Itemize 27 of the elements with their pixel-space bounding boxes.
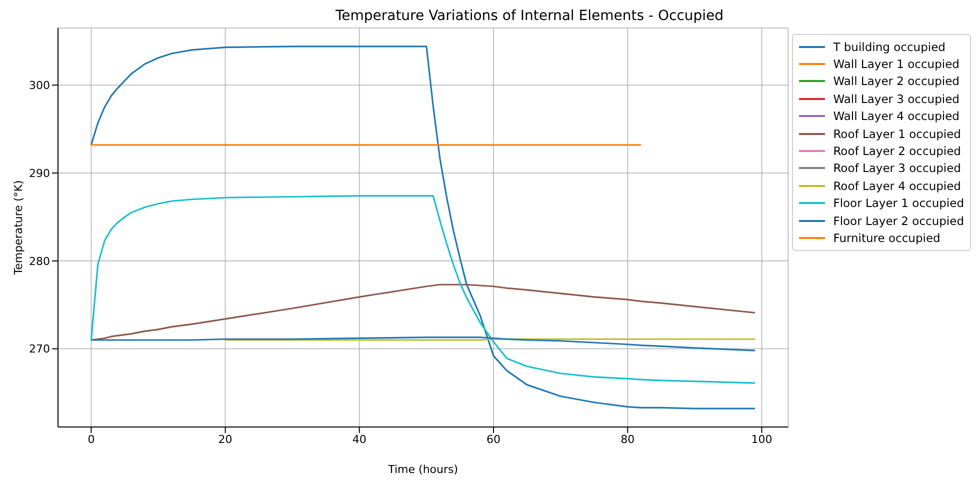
legend-label: Wall Layer 4 occupied: [833, 109, 960, 124]
legend-label: Wall Layer 2 occupied: [833, 74, 960, 88]
legend-label: Wall Layer 3 occupied: [833, 92, 960, 106]
x-tick-label: 60: [486, 432, 501, 446]
chart-title: Temperature Variations of Internal Elements - Occupied: [334, 8, 725, 24]
x-tick-label: 0: [88, 432, 95, 446]
line-series: [90, 46, 756, 410]
y-tick-label: 280: [29, 254, 50, 268]
legend-label: T building occupied: [833, 40, 946, 54]
x-axis-title: Time (hours): [387, 463, 458, 476]
line-series: [90, 195, 756, 384]
legend-label: Roof Layer 3 occupied: [833, 161, 961, 176]
legend-label: Roof Layer 1 occupied: [833, 126, 961, 141]
x-tick-label: 80: [620, 432, 635, 446]
legend-label: Furniture occupied: [833, 230, 940, 245]
x-tick-label: 100: [751, 432, 772, 446]
y-tick-label: 270: [29, 342, 50, 356]
legend-label: Floor Layer 1 occupied: [833, 196, 964, 210]
x-tick-label: 20: [218, 432, 232, 446]
legend-label: Floor Layer 2 occupied: [833, 214, 964, 228]
legend-label: Wall Layer 1 occupied: [833, 57, 960, 72]
legend-label: Roof Layer 2 occupied: [833, 144, 961, 158]
y-tick-label: 300: [29, 79, 50, 92]
y-tick-label: 290: [29, 166, 50, 180]
legend-label: Roof Layer 4 occupied: [833, 178, 961, 193]
y-axis-title: Temperature (°K): [12, 180, 25, 276]
x-tick-label: 40: [352, 432, 366, 446]
